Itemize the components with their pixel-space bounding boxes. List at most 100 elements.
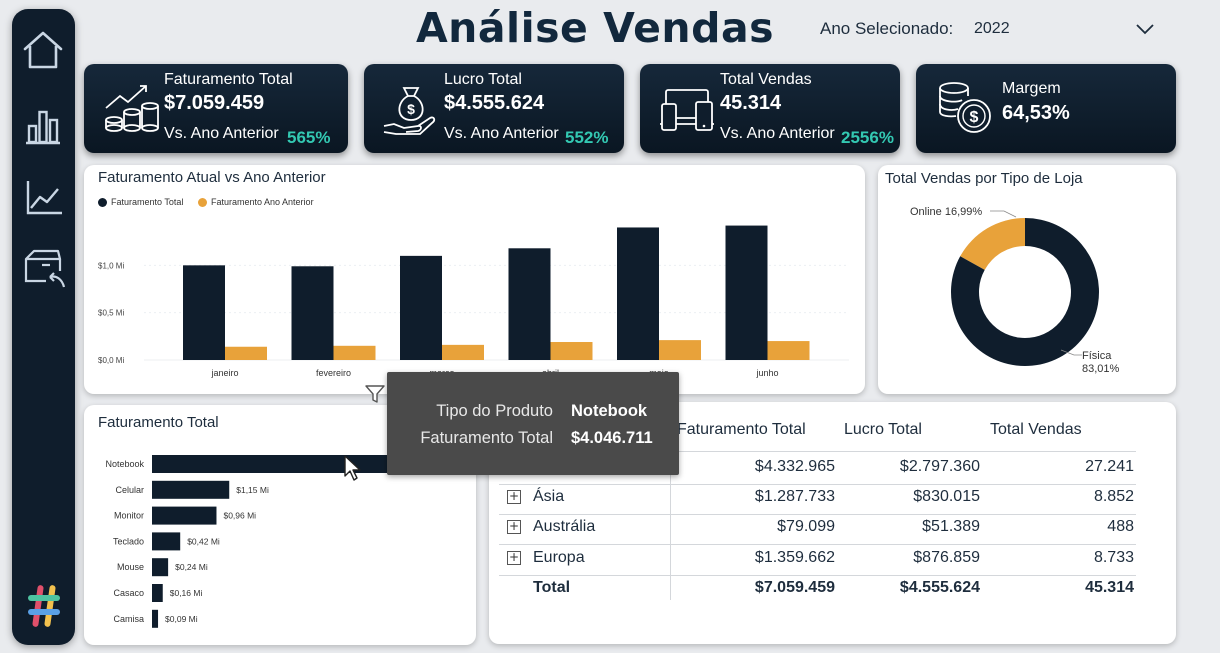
row-label: Austrália [533, 518, 596, 535]
sidebar-nav [12, 9, 75, 645]
nav-line-chart-button[interactable] [20, 175, 66, 221]
table-cell: $79.099 [777, 518, 835, 535]
column-header[interactable]: Total Vendas [990, 421, 1082, 438]
coins-dollar-icon: $ [936, 78, 994, 136]
table-cell: $4.332.965 [754, 458, 835, 475]
line-chart-icon [26, 181, 62, 215]
bar-previous-junho [767, 341, 810, 360]
expand-row-button[interactable]: + [507, 519, 521, 534]
category-label: Teclado [113, 536, 144, 546]
bar-previous-maio [659, 340, 701, 360]
legend-item-previous[interactable]: Faturamento Ano Anterior [198, 197, 314, 207]
table-cell: $1.287.733 [754, 488, 835, 505]
divider [499, 544, 1136, 545]
leader-line [1060, 349, 1082, 356]
chart-tooltip: Tipo do Produto Notebook Faturamento Tot… [387, 372, 679, 475]
kpi-growth-pct: 2556% [841, 128, 894, 147]
divider [499, 451, 1136, 452]
row-label: Ásia [533, 488, 565, 505]
table-cell: $1.359.662 [754, 549, 835, 566]
bar-previous-janeiro [225, 346, 267, 360]
value-label: $1,15 Mi [236, 485, 269, 495]
svg-text:$: $ [970, 109, 979, 126]
legend-dot [98, 197, 107, 207]
bar-celular [152, 480, 230, 499]
divider [499, 514, 1136, 515]
nav-bar-chart-button[interactable] [20, 102, 66, 148]
mouse-cursor-icon [343, 454, 363, 482]
kpi-comparison-label: Vs. Ano Anterior [164, 125, 279, 142]
year-dropdown-value: 2022 [974, 20, 1010, 37]
money-bag-hand-icon: $ [382, 80, 440, 138]
column-divider [670, 442, 671, 600]
table-cell: 27.241 [1085, 458, 1134, 475]
value-label: $0,96 Mi [223, 511, 256, 521]
store-type-panel: Total Vendas por Tipo de Loja Online 16,… [878, 165, 1176, 394]
chart-title: Faturamento Atual vs Ano Anterior [98, 169, 326, 186]
expand-row-button[interactable]: + [507, 489, 521, 504]
legend-label: Faturamento Ano Anterior [211, 197, 314, 207]
donut-slice-física [951, 218, 1099, 366]
x-tick-label: junho [755, 368, 778, 378]
year-filter-label: Ano Selecionado: [820, 19, 954, 38]
x-tick-label: fevereiro [316, 368, 351, 378]
expand-row-button[interactable]: + [507, 550, 521, 565]
filter-icon[interactable] [364, 383, 386, 405]
slice-label-fisica: Física [1082, 350, 1112, 362]
tooltip-value: Notebook [571, 402, 648, 420]
page-title: Análise Vendas [415, 4, 775, 52]
y-tick-label: $1,0 Mi [98, 261, 124, 270]
donut-slice-online [960, 218, 1025, 270]
kpi-card-lucro: $ Lucro Total $4.555.624 Vs. Ano Anterio… [364, 64, 624, 153]
bar-monitor [152, 506, 217, 525]
total-row-label: Total [533, 579, 571, 596]
tooltip-value: $4.046.711 [571, 429, 653, 447]
legend-label: Faturamento Total [111, 197, 184, 207]
value-label: $0,24 Mi [175, 562, 208, 572]
legend-item-current[interactable]: Faturamento Total [98, 197, 183, 207]
kpi-comparison-label: Vs. Ano Anterior [720, 125, 835, 142]
bar-current-junho [725, 225, 768, 360]
chevron-down-icon [1136, 24, 1154, 35]
category-label: Camisa [113, 614, 144, 624]
table-cell: $2.797.360 [899, 458, 980, 475]
chart-title: Total Vendas por Tipo de Loja [885, 170, 1083, 187]
total-cell: $4.555.624 [899, 579, 980, 596]
kpi-comparison-label: Vs. Ano Anterior [444, 125, 559, 142]
y-tick-label: $0,0 Mi [98, 356, 124, 365]
tooltip-key: Tipo do Produto [436, 402, 553, 420]
bar-previous-abril [550, 342, 593, 360]
bar-mouse [152, 558, 169, 577]
category-label: Mouse [117, 562, 144, 572]
bar-current-março [400, 255, 442, 360]
bar-current-abril [508, 248, 551, 360]
value-label: $0,09 Mi [165, 614, 198, 624]
x-tick-label: janeiro [210, 368, 238, 378]
category-label: Notebook [105, 459, 144, 469]
kpi-card-faturamento: Faturamento Total $7.059.459 Vs. Ano Ant… [84, 64, 348, 153]
bar-current-fevereiro [291, 266, 334, 360]
tooltip-key: Faturamento Total [420, 429, 553, 447]
value-label: $0,42 Mi [187, 536, 220, 546]
coins-growth-icon [102, 80, 160, 138]
column-header[interactable]: Faturamento Total [677, 421, 806, 438]
category-label: Celular [115, 485, 144, 495]
table-cell: $876.859 [913, 549, 980, 566]
nav-home-button[interactable] [20, 27, 66, 73]
kpi-growth-pct: 565% [287, 128, 331, 147]
year-dropdown[interactable]: 2022 [960, 14, 1165, 44]
table-cell: 8.852 [1093, 488, 1134, 505]
column-chart: $0,0 Mi$0,5 Mi$1,0 Mijaneirofevereiromar… [98, 225, 849, 378]
nav-returns-button[interactable] [20, 245, 66, 291]
box-return-icon [24, 249, 66, 288]
category-label: Monitor [114, 511, 144, 521]
slice-label-online: Online 16,99% [910, 206, 982, 218]
revenue-comparison-panel: Faturamento Atual vs Ano Anterior Fatura… [84, 165, 865, 394]
table-cell: $51.389 [922, 518, 980, 535]
chart-title: Faturamento Total [98, 414, 219, 431]
horizontal-bar-chart: Notebook Celular $1,15 Mi Monitor $0,96 Mi Te… [105, 455, 424, 628]
bar-current-maio [617, 227, 659, 360]
kpi-growth-pct: 552% [565, 128, 609, 147]
column-header[interactable]: Lucro Total [844, 421, 922, 438]
